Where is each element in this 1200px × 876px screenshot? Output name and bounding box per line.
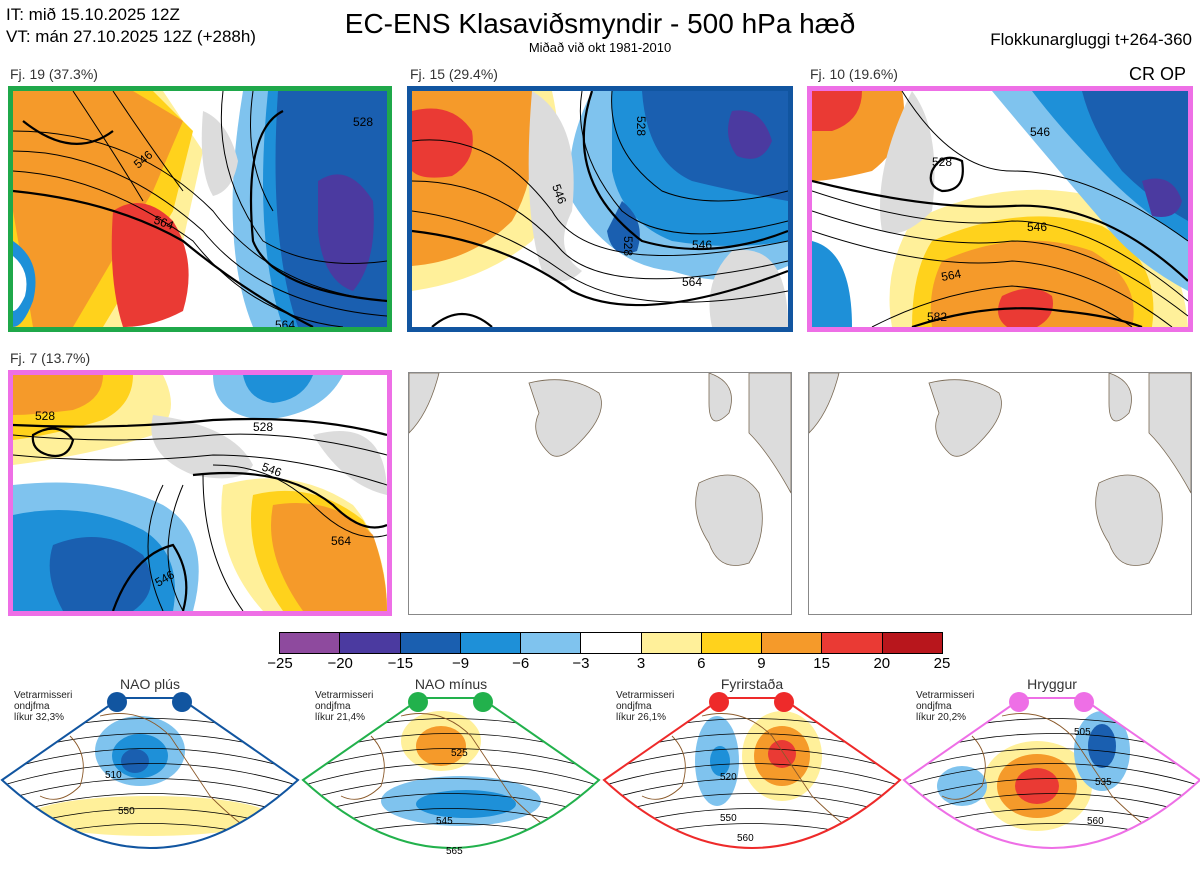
colorbar-tick-label: −25: [267, 655, 293, 672]
regime-info: Vetrarmisseri ondjfma líkur 21,4%: [315, 690, 374, 723]
regime-marker-dot: [172, 692, 192, 712]
colorbar-segment: [580, 633, 641, 653]
regime-title: NAO mínus: [414, 676, 488, 692]
regime-contour-label: 535: [1095, 777, 1112, 788]
colorbar-segment: [339, 633, 400, 653]
cluster-4-contour-label: 528: [253, 420, 273, 434]
regime-map: 525 545 565: [301, 697, 601, 857]
cluster-3-label: Fj. 10 (19.6%): [810, 66, 898, 82]
initial-time: IT: mið 15.10.2025 12Z: [6, 5, 180, 24]
regime-marker-dot: [408, 692, 428, 712]
classification-window: Flokkunargluggi t+264-360: [990, 30, 1192, 49]
regime-contour-label: 565: [446, 846, 463, 857]
regime-panel: 510 550 NAO plús Vetrarmisseri ondjfma líkur …: [0, 676, 300, 871]
regime-info: Vetrarmisseri ondjfma líkur 26,1%: [616, 690, 675, 723]
cluster-1-contour-label: 564: [275, 318, 295, 327]
regime-contour-label: 520: [720, 772, 737, 783]
regime-marker-dot: [774, 692, 794, 712]
regime-contour-label: 510: [105, 770, 122, 781]
colorbar: [279, 632, 943, 654]
regime-contour-label: 525: [451, 748, 468, 759]
regime-contour-label: 550: [118, 806, 135, 817]
colorbar-segment: [280, 633, 340, 653]
regime-contour-label: 545: [436, 816, 453, 827]
cr-op-label: CR OP: [1128, 64, 1186, 84]
cluster-3-contour-label: 546: [1027, 220, 1047, 234]
regime-marker-dot: [1009, 692, 1029, 712]
cluster-1-contour-label: 564: [152, 213, 176, 233]
colorbar-tick-label: −6: [512, 655, 530, 672]
cluster-2-contour-label: 546: [549, 182, 569, 206]
colorbar-segment: [640, 633, 701, 653]
colorbar-tick-label: −3: [572, 655, 590, 672]
regime-marker-dot: [473, 692, 493, 712]
colorbar-tick-label: 15: [813, 655, 830, 672]
empty-map-panel-1: [408, 372, 792, 615]
colorbar-tick-label: 6: [697, 655, 706, 672]
colorbar-segment: [520, 633, 581, 653]
cluster-2-contour-label: 528: [634, 116, 648, 136]
cluster-2-label: Fj. 15 (29.4%): [410, 66, 498, 82]
colorbar-tick-label: 9: [757, 655, 766, 672]
colorbar-tick-label: −9: [451, 655, 470, 672]
regime-panel: 505 535 560 Hryggur Vetrarmisseri ondjfma líku…: [902, 676, 1200, 871]
regime-title: Hryggur: [1027, 676, 1077, 692]
page-subtitle: Miðað við okt 1981-2010: [528, 40, 672, 55]
colorbar-tick-label: −20: [327, 655, 353, 672]
cluster-4-contour-label: 564: [331, 534, 351, 548]
cluster-map-1: 564 546 528 564: [8, 86, 392, 332]
regime-panel: 525 545 565 NAO mínus Vetrarmisseri ondjfma lí…: [301, 676, 601, 871]
regime-contour-label: 550: [720, 813, 737, 824]
cluster-1-label: Fj. 19 (37.3%): [10, 66, 98, 82]
cluster-3-contour-label: 528: [932, 155, 952, 169]
colorbar-segment: [459, 633, 521, 653]
valid-time: VT: mán 27.10.2025 12Z (+288h): [6, 27, 256, 46]
cluster-map-3: 528 546 564 582 546: [807, 86, 1193, 332]
cluster-1-contour-label: 528: [353, 115, 373, 129]
colorbar-tick-label: −15: [387, 655, 414, 672]
regime-info: Vetrarmisseri ondjfma líkur 20,2%: [916, 690, 975, 723]
regime-contour-label: 560: [1087, 816, 1104, 827]
colorbar-segment: [700, 633, 762, 653]
cluster-map-4: 528 528 546 564 546: [8, 370, 392, 616]
regime-map: 505 535 560: [902, 697, 1200, 849]
regime-title: Fyrirstaða: [720, 676, 784, 692]
header-info: IT: mið 15.10.2025 12Z VT: mán 27.10.202…: [6, 4, 256, 48]
cluster-3-contour-label: 546: [1030, 125, 1050, 139]
page-title: EC-ENS Klasaviðsmyndir - 500 hPa hæð: [344, 8, 856, 39]
cluster-2-contour-label: 528: [621, 236, 635, 256]
colorbar-segment: [821, 633, 882, 653]
colorbar-tick-label: 3: [636, 655, 646, 672]
empty-map-panel-2: [808, 372, 1192, 615]
regime-panel: 520 550 560 Fyrirstaða Vetrarmisseri ondjfma l…: [602, 676, 902, 871]
colorbar-tick-label: 25: [933, 655, 951, 672]
cluster-4-contour-label: 546: [260, 460, 284, 480]
cluster-3-contour-label: 564: [940, 267, 962, 284]
cluster-3-contour-label: 582: [927, 310, 947, 324]
regime-contour-label: 505: [1074, 727, 1091, 738]
cluster-4-label: Fj. 7 (13.7%): [10, 350, 91, 366]
cluster-2-contour-label: 564: [682, 275, 702, 289]
colorbar-tick-label: 20: [873, 655, 891, 672]
regime-marker-dot: [709, 692, 729, 712]
colorbar-segment: [881, 633, 942, 653]
cluster-4-contour-label: 528: [35, 409, 55, 423]
regime-map: 510 550: [0, 697, 300, 849]
colorbar-segment: [399, 633, 460, 653]
regime-title: NAO plús: [120, 676, 180, 692]
colorbar-segment: [761, 633, 822, 653]
regime-marker-dot: [1074, 692, 1094, 712]
regime-marker-dot: [107, 692, 127, 712]
cluster-map-2: 546 528 546 564 528: [407, 86, 793, 332]
regime-info: Vetrarmisseri ondjfma líkur 32,3%: [14, 690, 73, 723]
regime-contour-label: 560: [737, 833, 754, 844]
cluster-2-contour-label: 546: [692, 238, 712, 252]
